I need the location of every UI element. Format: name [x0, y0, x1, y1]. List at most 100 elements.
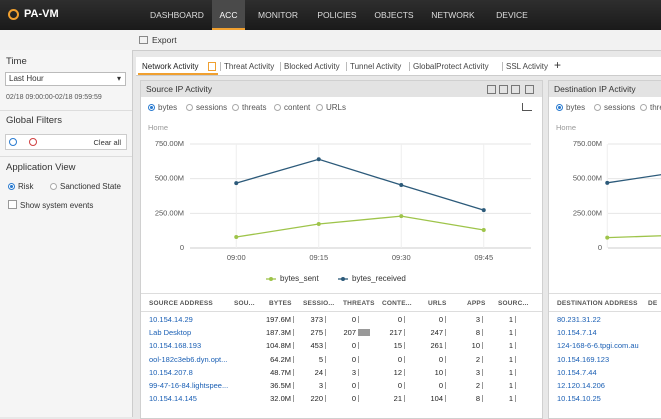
cell-bar: [482, 355, 483, 363]
radio-label: sessions: [196, 103, 228, 112]
add-filter[interactable]: [9, 138, 17, 146]
y-tick-label: 500.00M: [155, 174, 184, 183]
nav-tab[interactable]: DEVICE: [496, 10, 528, 20]
radio-option[interactable]: sessions: [594, 103, 635, 112]
column-header[interactable]: THREATS: [343, 300, 375, 307]
activity-tab[interactable]: Blocked Activity: [284, 62, 340, 71]
cell-bar: [445, 382, 446, 389]
column-header[interactable]: SESSIO...: [303, 300, 335, 307]
address-link[interactable]: 10.154.207.8: [149, 367, 193, 377]
remove-filter[interactable]: [29, 138, 37, 146]
panel-icon[interactable]: [499, 85, 508, 94]
table-cell: 3: [318, 381, 323, 390]
activity-tab[interactable]: SSL Activity: [506, 62, 548, 71]
data-point: [316, 222, 321, 227]
data-point: [605, 235, 610, 240]
address-link[interactable]: 10.154.7.14: [557, 328, 597, 338]
table-cell: 373: [310, 315, 323, 324]
table-cell: 261: [430, 341, 443, 351]
address-link[interactable]: 10.154.14.29: [149, 315, 193, 324]
chart: 0 250.00M 500.00M 750.00M 09:00 09:15 09:30 09:…: [155, 139, 531, 283]
nav-tab[interactable]: POLICIES: [317, 10, 357, 20]
nav-tab[interactable]: ACC: [212, 0, 245, 30]
radio: [186, 104, 193, 111]
column-header[interactable]: CONTE...: [382, 300, 412, 307]
sidebar: Time Last Hour ▾ 02/18 09:00:00-02/18 09:…: [0, 50, 133, 417]
y-tick-label: 500.00M: [573, 174, 602, 183]
data-point: [605, 180, 610, 185]
table-cell: 8: [475, 328, 480, 338]
cell-bar: [325, 382, 326, 389]
filter-bar: Clear all: [5, 134, 127, 150]
column-header[interactable]: SOURCE ADDRESS: [149, 300, 213, 307]
radio-option[interactable]: sessions: [186, 103, 227, 112]
data-point: [316, 157, 321, 162]
cell-bar: [515, 355, 516, 363]
address-link[interactable]: 10.154.7.44: [557, 367, 597, 377]
cell-bar: [358, 316, 359, 323]
panel-icon[interactable]: [511, 85, 520, 94]
table-cell: 1: [508, 341, 513, 351]
address-link[interactable]: 10.154.10.25: [557, 394, 601, 404]
radio-option[interactable]: bytes: [148, 103, 177, 112]
radio-option[interactable]: content: [274, 103, 310, 112]
cell-bar: [358, 355, 359, 363]
panel-icon[interactable]: [525, 85, 534, 94]
column-header[interactable]: APPS: [467, 300, 486, 307]
address-link[interactable]: 12.120.14.206: [557, 381, 605, 390]
cell-bar: [358, 329, 370, 337]
cell-bar: [404, 355, 405, 363]
cell-bar: [445, 316, 446, 323]
address-link[interactable]: ool-182c3eb6.dyn.opt...: [149, 354, 228, 364]
clear-all[interactable]: Clear all: [93, 138, 121, 147]
panel-icon[interactable]: [487, 85, 496, 94]
table-cell: 1: [508, 367, 513, 377]
address-link[interactable]: 10.154.14.145: [149, 394, 197, 404]
radio-option[interactable]: threats: [232, 103, 266, 112]
radio-option[interactable]: bytes: [556, 103, 585, 112]
column-header[interactable]: DESTINATION ADDRESS: [557, 300, 638, 307]
column-header[interactable]: SOURC...: [498, 300, 529, 307]
tab-bar: Network Activity Threat Activity Blocked A…: [136, 57, 661, 76]
address-link[interactable]: 10.154.169.123: [557, 354, 610, 364]
column-header[interactable]: URLS: [428, 300, 447, 307]
radio-sanctioned[interactable]: Sanctioned State: [50, 182, 121, 191]
export-button[interactable]: Export: [152, 35, 177, 45]
activity-tab[interactable]: Tunnel Activity: [350, 62, 402, 71]
checkbox-system-events[interactable]: Show system events: [8, 200, 93, 210]
table-cell: 1: [508, 394, 513, 404]
address-link[interactable]: 99-47-16-84.lightspee...: [149, 381, 229, 390]
radio-label: URLs: [326, 103, 347, 112]
nav-tab[interactable]: OBJECTS: [374, 10, 414, 20]
top-nav: PA-VM DASHBOARD ACC MONITOR POLICIES OBJECTS…: [0, 0, 661, 30]
activity-tab[interactable]: Threat Activity: [224, 62, 275, 71]
table-cell: 8: [475, 394, 480, 404]
table-cell: 3: [475, 315, 480, 324]
add-tab[interactable]: +: [554, 58, 562, 72]
activity-tab[interactable]: Network Activity: [142, 62, 199, 71]
nav-tab[interactable]: NETWORK: [431, 10, 475, 20]
nav-tab[interactable]: MONITOR: [258, 10, 298, 20]
radio-risk[interactable]: Risk: [8, 182, 34, 191]
cell-bar: [293, 382, 294, 389]
activity-tab[interactable]: GlobalProtect Activity: [413, 62, 489, 71]
cell-bar: [325, 395, 326, 403]
divider: [0, 156, 132, 157]
radio: [8, 183, 15, 190]
time-select[interactable]: Last Hour ▾: [5, 72, 126, 86]
address-link[interactable]: 10.154.168.193: [149, 341, 202, 351]
nav-tab[interactable]: DASHBOARD: [150, 10, 204, 20]
table-cell: 64.2M: [270, 354, 291, 364]
column-header[interactable]: BYTES: [269, 300, 292, 307]
column-header[interactable]: SOU...: [234, 300, 255, 307]
address-link[interactable]: 124-168-6-6.tpgi.com.au: [557, 341, 639, 351]
address-link[interactable]: 80.231.31.22: [557, 315, 601, 324]
table-cell: 0: [397, 381, 402, 390]
column-header[interactable]: DE: [648, 300, 658, 307]
cell-bar: [482, 342, 483, 350]
radio-option[interactable]: URLs: [316, 103, 346, 112]
radio-option[interactable]: threats: [640, 103, 661, 112]
chart-type-icon[interactable]: [522, 103, 532, 111]
address-link[interactable]: Lab Desktop: [149, 328, 192, 338]
tab-separator: [409, 62, 410, 71]
